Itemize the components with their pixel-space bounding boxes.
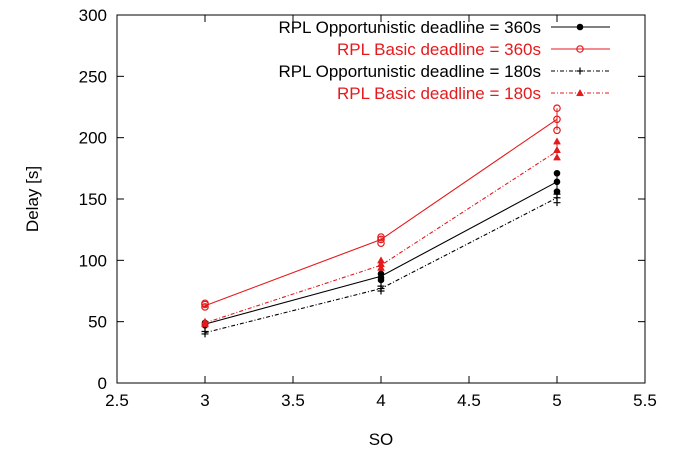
data-point-marker (553, 153, 561, 161)
legend: RPL Opportunistic deadline = 360s RPL Bas… (278, 18, 610, 103)
x-tick-label: 4.5 (457, 391, 481, 410)
data-point-marker (553, 178, 561, 186)
y-tick-label: 0 (98, 374, 107, 393)
data-point-marker (377, 233, 385, 241)
data-point-marker (553, 115, 561, 124)
y-tick-label: 50 (88, 313, 107, 332)
x-tick-label: 5 (552, 391, 561, 410)
data-point-marker (576, 88, 584, 97)
series-line (204, 181, 558, 325)
series-line (204, 150, 558, 324)
data-point-marker (201, 299, 209, 308)
legend-label: RPL Opportunistic deadline = 180s (278, 62, 541, 81)
y-tick-label: 200 (79, 129, 107, 148)
x-tick-label: 5.5 (633, 391, 657, 410)
data-point-marker (576, 23, 584, 31)
data-point-marker (377, 282, 385, 290)
y-tick-label: 100 (79, 251, 107, 270)
x-tick-label: 3 (200, 391, 209, 410)
x-tick-label: 2.5 (105, 391, 129, 410)
series-3 (201, 137, 561, 328)
data-point-marker (377, 259, 385, 268)
data-point-marker (553, 137, 561, 145)
data-point-marker (553, 190, 561, 198)
x-axis-title: SO (369, 430, 394, 449)
y-tick-label: 300 (79, 6, 107, 25)
data-point-marker (377, 263, 385, 271)
data-point-marker (377, 270, 385, 278)
data-point-marker (553, 169, 561, 177)
data-point-marker (576, 45, 584, 53)
data-point-marker (576, 67, 584, 75)
y-tick-label: 150 (79, 190, 107, 209)
data-point-marker (377, 256, 385, 264)
legend-label: RPL Basic deadline = 180s (337, 84, 541, 103)
data-point-marker (201, 303, 209, 311)
axis-ticks: 2.5 3 3.5 4 4.5 5 5.5 0 50 100 150 200 250 300 (79, 6, 657, 410)
series-1 (201, 104, 561, 311)
series-lines (201, 104, 561, 338)
data-point-marker (201, 317, 209, 325)
series-0 (201, 169, 561, 329)
data-point-marker (553, 145, 561, 153)
x-tick-label: 4 (376, 391, 385, 410)
y-axis-title: Delay [s] (23, 166, 42, 232)
data-point-marker (201, 327, 209, 335)
series-2 (201, 190, 561, 338)
data-point-marker (553, 104, 561, 113)
legend-label: RPL Basic deadline = 360s (337, 40, 541, 59)
legend-label: RPL Opportunistic deadline = 360s (278, 18, 541, 37)
data-point-marker (553, 126, 561, 135)
y-tick-label: 250 (79, 67, 107, 86)
data-point-marker (377, 235, 385, 244)
x-tick-label: 3.5 (281, 391, 305, 410)
